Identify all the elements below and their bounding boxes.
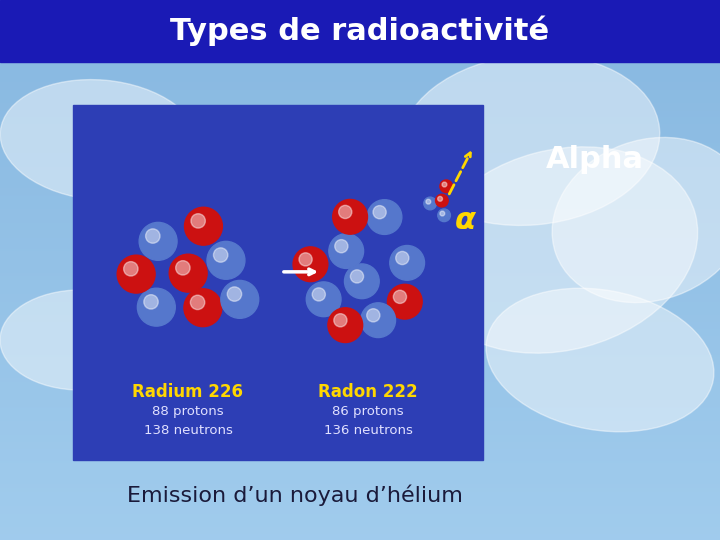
Ellipse shape: [0, 79, 199, 200]
Circle shape: [334, 314, 347, 327]
Text: 88 protons: 88 protons: [152, 406, 224, 419]
Text: Emission d’un noyau d’hélium: Emission d’un noyau d’hélium: [127, 484, 463, 506]
Circle shape: [138, 288, 175, 326]
Circle shape: [117, 255, 155, 293]
Circle shape: [396, 252, 409, 265]
Bar: [73, 105, 483, 460]
Circle shape: [145, 229, 160, 243]
Circle shape: [424, 197, 436, 210]
Circle shape: [299, 253, 312, 266]
Text: Types de radioactivité: Types de radioactivité: [171, 16, 549, 46]
Ellipse shape: [552, 137, 720, 302]
Circle shape: [351, 270, 364, 283]
Circle shape: [328, 308, 363, 342]
Circle shape: [144, 295, 158, 309]
Text: 138 neutrons: 138 neutrons: [143, 423, 233, 436]
Circle shape: [338, 205, 352, 219]
Circle shape: [329, 234, 364, 268]
Circle shape: [390, 246, 425, 280]
Bar: [0, 0, 720, 62]
Circle shape: [436, 194, 448, 207]
Circle shape: [228, 287, 242, 301]
Circle shape: [438, 197, 443, 201]
Circle shape: [366, 309, 380, 322]
Circle shape: [184, 207, 222, 245]
Text: Alpha: Alpha: [546, 145, 644, 174]
Circle shape: [373, 206, 386, 219]
Circle shape: [207, 241, 245, 279]
Text: Radon 222: Radon 222: [318, 383, 418, 401]
Circle shape: [306, 282, 341, 316]
Circle shape: [191, 214, 205, 228]
Text: 86 protons: 86 protons: [332, 406, 404, 419]
Circle shape: [124, 261, 138, 276]
Circle shape: [367, 200, 402, 234]
Circle shape: [344, 264, 379, 299]
Circle shape: [221, 280, 258, 318]
Circle shape: [190, 295, 204, 309]
Circle shape: [213, 248, 228, 262]
Text: α: α: [454, 206, 475, 235]
Circle shape: [442, 182, 447, 187]
Ellipse shape: [400, 55, 660, 225]
Ellipse shape: [0, 290, 160, 390]
Text: Radium 226: Radium 226: [132, 383, 243, 401]
Circle shape: [426, 199, 431, 204]
Circle shape: [440, 211, 445, 216]
Circle shape: [312, 288, 325, 301]
Circle shape: [333, 199, 367, 234]
Ellipse shape: [486, 288, 714, 432]
Circle shape: [335, 240, 348, 253]
Circle shape: [387, 285, 422, 319]
Circle shape: [169, 254, 207, 292]
Circle shape: [139, 222, 177, 260]
Text: 136 neutrons: 136 neutrons: [323, 423, 413, 436]
Circle shape: [293, 247, 328, 281]
Circle shape: [393, 290, 407, 303]
Circle shape: [361, 303, 395, 338]
Circle shape: [184, 289, 222, 327]
Circle shape: [440, 180, 453, 193]
Ellipse shape: [423, 147, 698, 353]
Circle shape: [176, 261, 190, 275]
Circle shape: [438, 209, 451, 221]
